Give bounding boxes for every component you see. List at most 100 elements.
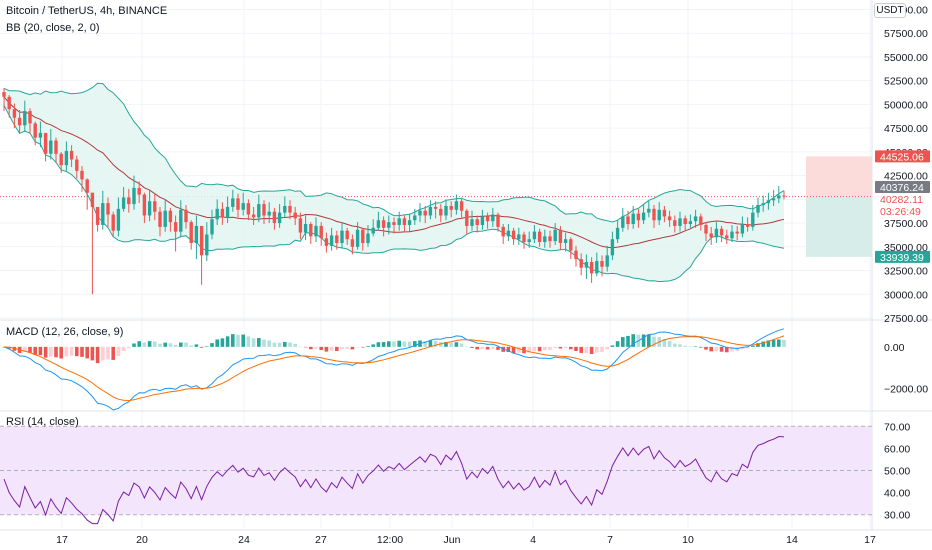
candle-body	[90, 192, 95, 207]
candle-body	[251, 214, 256, 218]
macd-histogram-bar	[69, 346, 74, 356]
macd-histogram-bar	[225, 336, 230, 347]
macd-histogram-bar	[413, 341, 417, 347]
macd-histogram-bar	[49, 346, 53, 357]
macd-histogram-bar	[23, 346, 27, 353]
candle-body	[75, 159, 79, 171]
macd-histogram-bar	[168, 343, 173, 347]
bb-upper-line	[3, 82, 785, 223]
price-axis: 60000.0057500.0055000.0052500.0050000.00…	[884, 4, 928, 521]
candle-body	[210, 219, 214, 235]
macd-histogram-bar	[54, 346, 58, 358]
macd-histogram-bar	[600, 346, 604, 352]
candle-body	[329, 235, 334, 246]
macd-histogram-bar	[121, 346, 126, 352]
macd-histogram-bar	[132, 343, 136, 347]
candle-body	[215, 208, 219, 220]
macd-histogram-bar	[652, 336, 656, 347]
candle-body	[777, 195, 781, 199]
macd-histogram-bar	[153, 341, 157, 347]
candle-body	[563, 239, 568, 244]
rsi-tick-label: 70.00	[884, 421, 910, 433]
take-profit-tag: 44525.06	[875, 150, 930, 163]
candle-body	[423, 210, 427, 216]
candle-body	[257, 204, 261, 218]
candle-body	[335, 235, 339, 244]
macd-histogram-bar	[381, 342, 386, 347]
candle-body	[465, 210, 469, 226]
candle-body	[704, 224, 708, 234]
macd-histogram-bar	[558, 346, 563, 349]
candle-body	[766, 200, 771, 204]
macd-histogram-bar	[392, 341, 396, 347]
rsi-tick-label: 40.00	[884, 488, 910, 500]
macd-histogram-bar	[85, 346, 89, 359]
macd-histogram-bar	[433, 340, 438, 347]
price-tick-label: 30000.00	[884, 289, 928, 301]
candle-body	[444, 205, 448, 216]
candle-body	[298, 218, 303, 233]
candle-body	[605, 255, 609, 267]
candle-body	[439, 208, 443, 216]
symbol-title: Bitcoin / TetherUS, 4h, BINANCE	[6, 5, 168, 17]
macd-histogram-bar	[459, 343, 464, 347]
macd-histogram-bar	[631, 334, 635, 347]
macd-histogram-bar	[605, 346, 609, 350]
macd-histogram-bar	[610, 345, 615, 347]
candle-body	[636, 213, 641, 221]
macd-histogram-bar	[189, 345, 193, 347]
macd-histogram-bar	[127, 346, 131, 349]
candle-body	[433, 206, 438, 209]
candle-body	[371, 227, 375, 234]
macd-histogram-bar	[626, 335, 630, 347]
candle-body	[28, 111, 32, 124]
macd-histogram-bar	[179, 342, 183, 347]
macd-legend[interactable]: MACD (12, 26, close, 9)	[6, 326, 124, 338]
macd-histogram-bar	[506, 346, 511, 353]
macd-histogram-bar	[101, 346, 105, 361]
price-tick-label: 35000.00	[884, 242, 928, 254]
candle-body	[340, 230, 344, 244]
price-tick-label: 57500.00	[884, 28, 928, 40]
macd-histogram-bar	[246, 336, 251, 347]
candle-body	[407, 220, 412, 225]
macd-histogram-bar	[475, 346, 479, 350]
entry-price-tag-bg	[875, 193, 930, 205]
macd-histogram-bar	[480, 346, 485, 350]
bb-legend[interactable]: BB (20, close, 2, 0)	[6, 22, 100, 34]
macd-histogram-bar	[491, 346, 495, 349]
time-tick-label: 10	[682, 534, 694, 546]
candle-body	[319, 225, 323, 239]
time-tick-label: 7	[607, 534, 613, 546]
rsi-legend[interactable]: RSI (14, close)	[6, 416, 79, 428]
candle-body	[595, 261, 599, 274]
candle-body	[355, 229, 360, 247]
candle-body	[277, 212, 282, 224]
entry-price-tag-text: 40282.11	[880, 194, 923, 206]
candle-body	[231, 198, 235, 207]
entry-price-tag: 40282.11	[875, 193, 930, 206]
macd-histogram-bar	[449, 342, 453, 347]
price-tick-label: 55000.00	[884, 52, 928, 64]
macd-histogram-bar	[777, 339, 781, 347]
candle-body	[199, 225, 204, 256]
macd-histogram-bar	[766, 340, 771, 347]
macd-histogram-bar	[761, 341, 765, 347]
candle-body	[485, 216, 490, 222]
macd-histogram-bar	[397, 340, 401, 347]
countdown-tag-bg	[875, 205, 930, 217]
time-tick-label: 4	[530, 534, 536, 546]
candle-body	[569, 239, 573, 251]
price-tick-label: 52500.00	[884, 76, 928, 88]
price-tick-label: 47500.00	[884, 123, 928, 135]
candle-body	[350, 239, 355, 247]
time-tick-label: 20	[136, 534, 148, 546]
candle-body	[662, 209, 667, 217]
currency-button[interactable]: USDT	[874, 3, 906, 18]
candle-body	[667, 216, 672, 221]
take-profit-tag-bg	[875, 150, 930, 163]
rsi-panel	[0, 425, 872, 525]
candle-body	[288, 205, 292, 213]
